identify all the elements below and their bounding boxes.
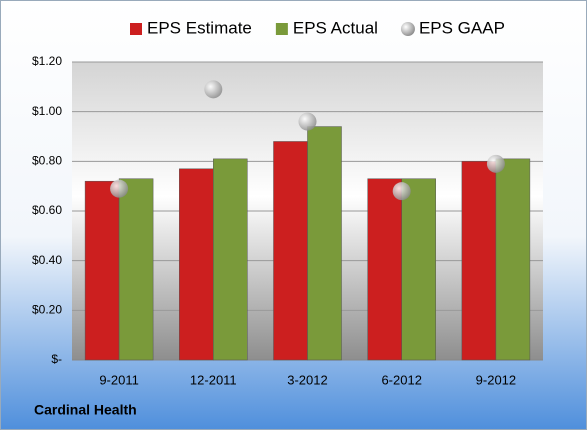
bar bbox=[118, 178, 154, 361]
y-tick-label: $0.80 bbox=[32, 154, 62, 168]
bar bbox=[84, 180, 120, 361]
y-tick-label: $0.20 bbox=[32, 303, 62, 317]
bar bbox=[307, 126, 342, 361]
bar bbox=[495, 158, 531, 361]
legend-swatch bbox=[275, 23, 288, 35]
y-tick-label: $1.00 bbox=[32, 104, 62, 118]
x-tick-label: 12-2011 bbox=[190, 372, 237, 387]
x-tick-label: 9-2011 bbox=[99, 372, 139, 387]
y-tick-label: $- bbox=[51, 352, 62, 366]
x-tick-label: 3-2012 bbox=[287, 372, 327, 387]
bar bbox=[461, 161, 497, 361]
legend-label: EPS Estimate bbox=[147, 18, 252, 37]
bar bbox=[179, 168, 214, 361]
legend-label: EPS Actual bbox=[293, 18, 378, 37]
marker bbox=[110, 179, 129, 198]
marker bbox=[298, 112, 317, 131]
x-tick-label: 6-2012 bbox=[381, 372, 421, 387]
marker bbox=[204, 80, 223, 99]
annotation: Cardinal Health bbox=[34, 402, 137, 418]
bar bbox=[213, 158, 248, 361]
x-tick-label: 9-2012 bbox=[476, 372, 516, 387]
y-tick-label: $1.20 bbox=[32, 54, 62, 68]
bar bbox=[367, 178, 402, 361]
legend-label: EPS GAAP bbox=[419, 18, 505, 37]
marker bbox=[392, 182, 411, 201]
y-tick-label: $0.60 bbox=[32, 203, 62, 217]
bar bbox=[401, 178, 436, 361]
marker bbox=[486, 154, 505, 173]
y-tick-label: $0.40 bbox=[32, 253, 62, 267]
legend-swatch bbox=[130, 23, 142, 35]
bar bbox=[273, 141, 308, 361]
legend-swatch bbox=[400, 22, 415, 36]
